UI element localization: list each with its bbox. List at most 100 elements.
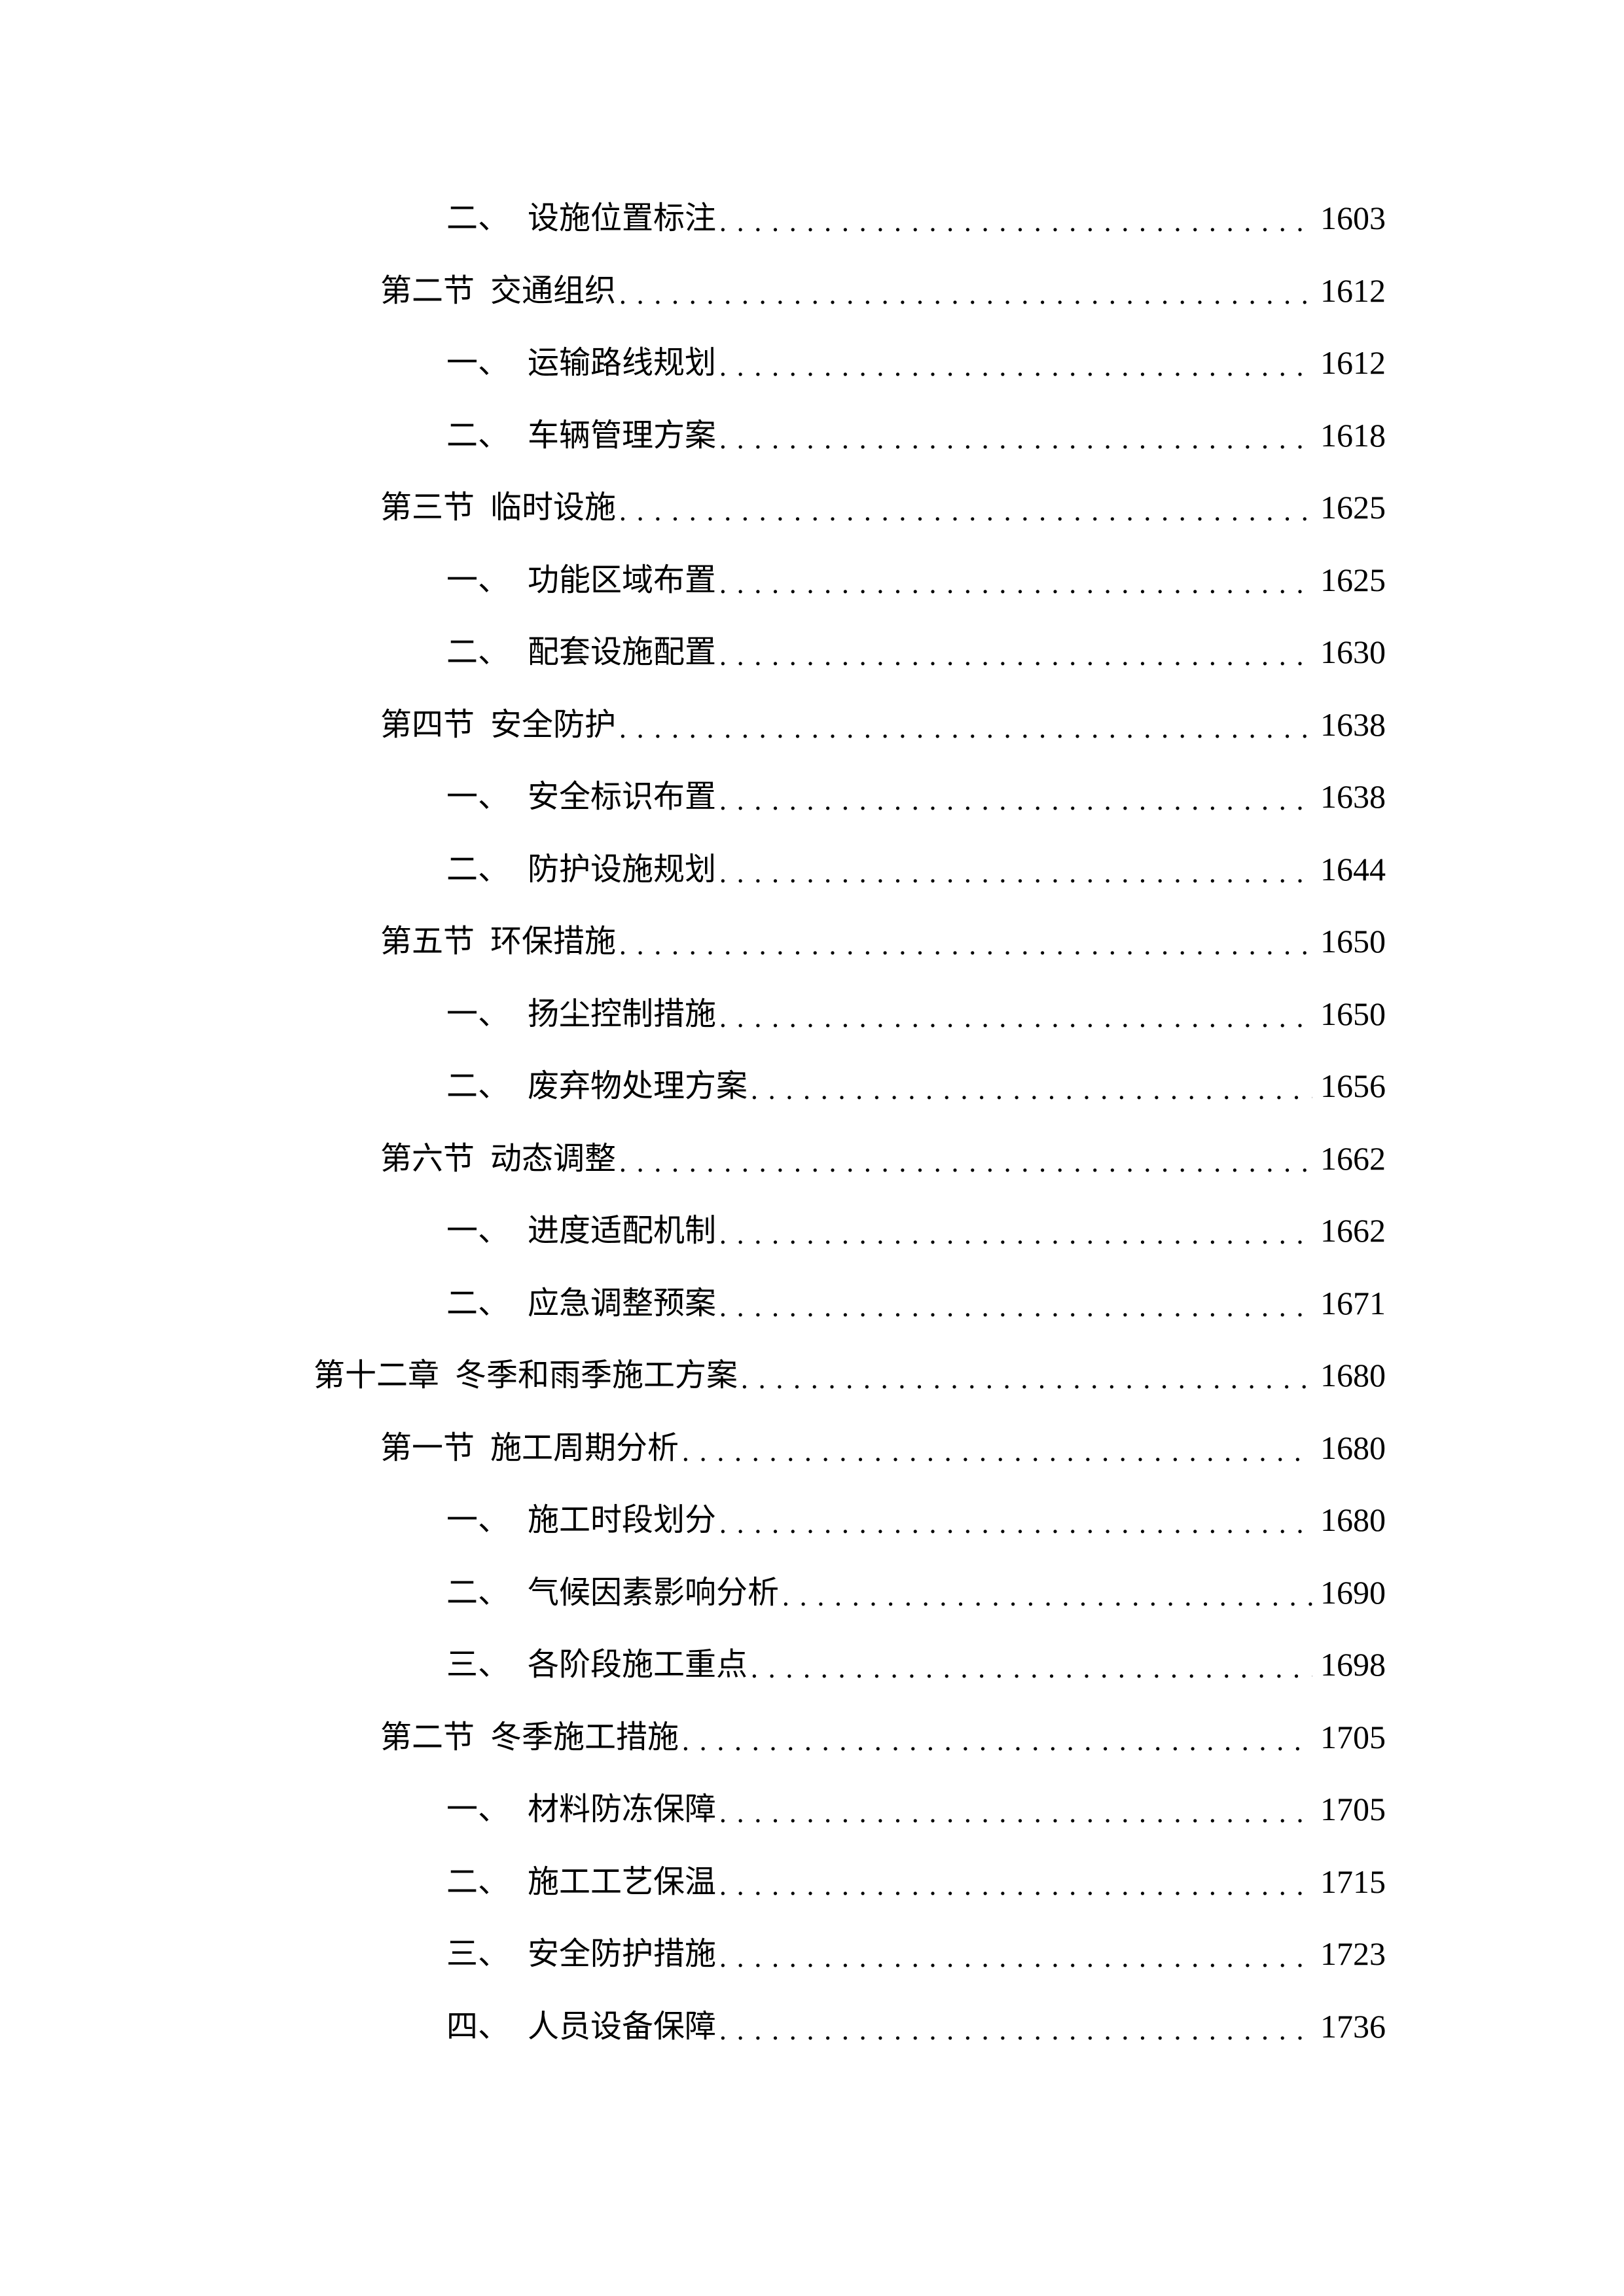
- toc-entry-title: 防护设施规划: [528, 850, 717, 888]
- dot-leader: [719, 1509, 1312, 1539]
- toc-entry[interactable]: 一、安全标识布置 1638: [446, 777, 1386, 816]
- toc-entry-number: 第五节: [380, 923, 475, 960]
- toc-entry-number: 第十二章: [314, 1357, 440, 1393]
- dot-leader: [619, 714, 1312, 744]
- toc-entry[interactable]: 一、扬尘控制措施 1650: [446, 994, 1386, 1033]
- toc-entry-number: 一、: [446, 1212, 510, 1249]
- toc-entry[interactable]: 二、施工工艺保温 1715: [446, 1862, 1386, 1901]
- toc-entry-number: 第六节: [380, 1139, 475, 1177]
- toc-entry-page: 1612: [1320, 344, 1386, 381]
- toc-entry-number: 第二节: [380, 1718, 475, 1755]
- toc-entry[interactable]: 一、运输路线规划 1612: [446, 343, 1386, 382]
- toc-entry-title: 功能区域布置: [528, 561, 717, 598]
- toc-entry[interactable]: 一、材料防冻保障 1705: [446, 1789, 1386, 1829]
- dot-leader: [619, 497, 1312, 527]
- dot-leader: [619, 280, 1312, 310]
- toc-entry-number: 三、: [446, 1646, 510, 1683]
- toc-entry[interactable]: 二、防护设施规划 1644: [446, 850, 1386, 889]
- toc-entry-page: 1680: [1320, 1357, 1386, 1393]
- toc-entry-page: 1638: [1320, 778, 1386, 815]
- toc-entry-number: 二、: [446, 850, 510, 888]
- toc-entry-title: 车辆管理方案: [528, 416, 717, 454]
- toc-entry-number: 二、: [446, 1573, 510, 1611]
- dot-leader: [740, 1365, 1312, 1395]
- toc-entry-number: 二、: [446, 1067, 510, 1104]
- toc-entry-number: 一、: [446, 344, 510, 381]
- toc-entry[interactable]: 一、进度适配机制 1662: [446, 1211, 1386, 1250]
- dot-leader: [750, 1654, 1312, 1684]
- toc-entry[interactable]: 二、设施位置标注 1603: [446, 198, 1386, 238]
- toc-entry-title: 安全防护措施: [528, 1935, 717, 1972]
- toc-entry-title: 安全标识布置: [528, 778, 717, 815]
- toc-entry-page: 1625: [1320, 561, 1386, 598]
- toc-entry[interactable]: 二、车辆管理方案 1618: [446, 416, 1386, 455]
- dot-leader: [719, 425, 1312, 455]
- toc-entry-title: 人员设备保障: [528, 2007, 717, 2045]
- toc-entry-title: 进度适配机制: [528, 1212, 717, 1249]
- toc-entry-title: 环保措施: [490, 923, 617, 960]
- dot-leader: [719, 1871, 1312, 1901]
- toc-entry-title: 施工时段划分: [528, 1501, 717, 1538]
- toc-entry-page: 1630: [1320, 634, 1386, 670]
- toc-entry-title: 施工周期分析: [490, 1429, 679, 1466]
- toc-entry[interactable]: 一、功能区域布置 1625: [446, 560, 1386, 600]
- toc-entry-title: 各阶段施工重点: [528, 1646, 748, 1683]
- toc-entry-page: 1625: [1320, 489, 1386, 526]
- toc-entry-page: 1680: [1320, 1429, 1386, 1466]
- toc-entry[interactable]: 二、应急调整预案 1671: [446, 1283, 1386, 1323]
- toc-entry-title: 材料防冻保障: [528, 1791, 717, 1827]
- toc-entry-page: 1705: [1320, 1718, 1386, 1755]
- toc-entry[interactable]: 三、安全防护措施 1723: [446, 1934, 1386, 1973]
- dot-leader: [719, 207, 1312, 238]
- toc-entry-number: 二、: [446, 634, 510, 670]
- toc-entry-page: 1680: [1320, 1501, 1386, 1538]
- toc-entry[interactable]: 二、废弃物处理方案 1656: [446, 1066, 1386, 1105]
- dot-leader: [719, 2016, 1312, 2046]
- toc-entry-title: 扬尘控制措施: [528, 995, 717, 1032]
- dot-leader: [719, 786, 1312, 816]
- dot-leader: [681, 1437, 1312, 1467]
- toc-entry-title: 安全防护: [490, 706, 617, 743]
- dot-leader: [782, 1582, 1312, 1612]
- toc-entry-title: 冬季和雨季施工方案: [455, 1357, 738, 1393]
- toc-entry-number: 一、: [446, 778, 510, 815]
- toc-entry-number: 一、: [446, 561, 510, 598]
- toc-entry-page: 1662: [1320, 1212, 1386, 1249]
- toc-entry-title: 动态调整: [490, 1139, 617, 1177]
- dot-leader: [719, 1293, 1312, 1323]
- dot-leader: [619, 1148, 1312, 1178]
- toc-entry-page: 1715: [1320, 1863, 1386, 1900]
- toc-entry-page: 1723: [1320, 1935, 1386, 1972]
- toc-entry-title: 设施位置标注: [528, 200, 717, 236]
- toc-entry-page: 1705: [1320, 1791, 1386, 1827]
- dot-leader: [719, 569, 1312, 600]
- toc-entry[interactable]: 三、各阶段施工重点 1698: [446, 1645, 1386, 1684]
- toc-entry-page: 1618: [1320, 416, 1386, 454]
- toc-entry-title: 交通组织: [490, 272, 617, 309]
- dot-leader: [719, 1003, 1312, 1033]
- toc-entry-number: 三、: [446, 1935, 510, 1972]
- toc-entry[interactable]: 二、配套设施配置 1630: [446, 632, 1386, 672]
- toc-entry[interactable]: 二、气候因素影响分析 1690: [446, 1573, 1386, 1612]
- dot-leader: [750, 1075, 1312, 1105]
- toc-entry-page: 1638: [1320, 706, 1386, 743]
- toc-entry[interactable]: 一、施工时段划分 1680: [446, 1500, 1386, 1539]
- toc-entry-page: 1603: [1320, 200, 1386, 236]
- toc-entry-number: 二、: [446, 1863, 510, 1900]
- toc-entry-number: 二、: [446, 416, 510, 454]
- toc-entry[interactable]: 四、人员设备保障 1736: [446, 2007, 1386, 2046]
- toc-entry-number: 第四节: [380, 706, 475, 743]
- toc-entry-number: 一、: [446, 1501, 510, 1538]
- toc-entry-page: 1662: [1320, 1139, 1386, 1177]
- toc-entry-number: 二、: [446, 200, 510, 236]
- toc-entry-number: 第二节: [380, 272, 475, 309]
- dot-leader: [719, 641, 1312, 672]
